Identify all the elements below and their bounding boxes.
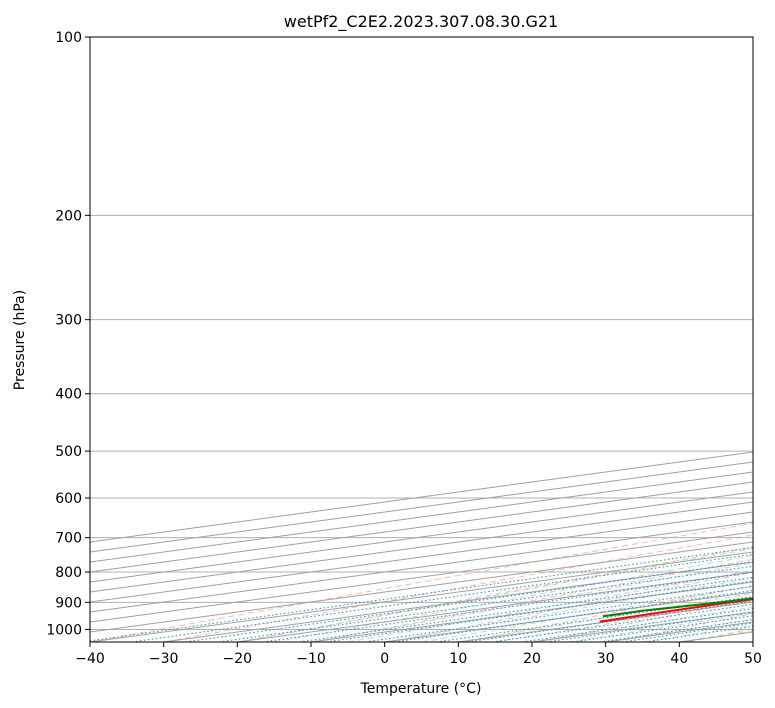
x-axis-label: Temperature (°C): [360, 681, 482, 697]
x-tick-label: 0: [380, 651, 389, 667]
dry-adiabat-line: [314, 558, 753, 642]
y-tick-label: 700: [55, 531, 82, 547]
y-tick-label: 200: [55, 208, 82, 224]
x-tick-label: −30: [149, 651, 179, 667]
mixing-ratio-line: [90, 546, 753, 642]
x-tick-label: 10: [449, 651, 467, 667]
x-tick-label: 40: [670, 651, 688, 667]
isotherm-line: [90, 451, 753, 543]
moist-adiabat-line: [237, 548, 753, 642]
dry-adiabat-line: [90, 522, 753, 642]
x-axis-ticks: −40 −30 −20 −10 0 10 20 30 40 50: [75, 642, 762, 667]
mixing-ratio-line: [262, 571, 753, 642]
mixing-ratio-line: [299, 576, 753, 642]
plot-area: -100-90-80-70-60-50-40-30-20-10010203040…: [90, 37, 753, 642]
moist-adiabats: [237, 548, 753, 642]
y-tick-label: 500: [55, 444, 82, 460]
moist-adiabat-line: [347, 569, 753, 642]
y-tick-label: 100: [55, 30, 82, 46]
mixing-ratio-line: [326, 580, 753, 642]
y-tick-label: 900: [55, 595, 82, 611]
x-tick-label: 20: [523, 651, 541, 667]
skewed-isotherms: [90, 451, 753, 642]
y-axis-label: Pressure (hPa): [12, 290, 28, 390]
dry-adiabat-line: [165, 534, 753, 642]
chart-title: wetPf2_C2E2.2023.307.08.30.G21: [284, 12, 558, 32]
gridlines: [90, 37, 753, 630]
mixing-ratio-lines: [90, 546, 753, 642]
isotherm-line: [90, 531, 753, 623]
isotherm-line: [90, 461, 753, 553]
y-tick-label: 300: [55, 313, 82, 329]
isotherm-line: [90, 471, 753, 563]
y-axis-ticks: 100 200 300 400 500 600 700 800 900 1000: [46, 30, 90, 638]
x-tick-label: −20: [223, 651, 253, 667]
x-tick-label: −10: [296, 651, 326, 667]
x-tick-label: 30: [597, 651, 615, 667]
isotherm-line: [90, 481, 753, 573]
isotherm-line: [90, 521, 753, 613]
y-tick-label: 400: [55, 387, 82, 403]
isotherm-line: [90, 511, 753, 603]
moist-adiabat-line: [421, 585, 753, 642]
isotherm-line: [90, 501, 753, 593]
y-tick-label: 600: [55, 491, 82, 507]
plot-frame: [89, 36, 754, 643]
dry-adiabat-line: [389, 571, 753, 642]
x-tick-label: −40: [75, 651, 105, 667]
isotherm-line: [90, 491, 753, 583]
y-tick-label: 800: [55, 565, 82, 581]
mixing-ratio-line: [365, 585, 753, 642]
y-tick-label: 1000: [46, 622, 82, 638]
x-tick-label: 50: [744, 651, 762, 667]
